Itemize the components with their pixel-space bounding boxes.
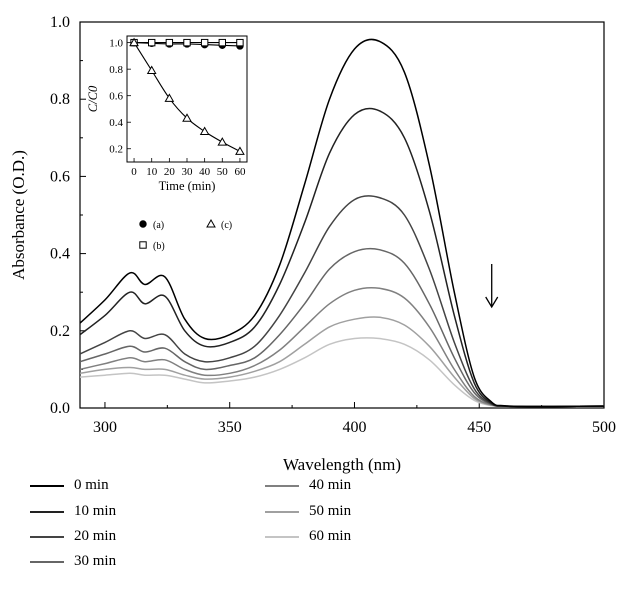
inset-legend-label: (c) — [221, 220, 232, 231]
inset-x-tick-label: 50 — [217, 166, 229, 178]
legend-label: 50 min — [309, 503, 352, 519]
legend-swatch — [30, 510, 64, 513]
legend-swatch — [30, 535, 64, 538]
legend-swatch — [265, 535, 299, 538]
legend-swatch — [30, 560, 64, 563]
inset-y-tick-label: 0.6 — [109, 91, 123, 103]
legend-item: 60 min — [265, 528, 351, 545]
x-tick-label: 450 — [467, 419, 491, 436]
inset-point-b — [218, 38, 226, 47]
inset-point-b — [183, 38, 191, 47]
legend-item: 10 min — [30, 503, 116, 520]
legend-label: 40 min — [309, 477, 352, 493]
inset-point-b — [148, 38, 156, 47]
inset-point-c — [164, 93, 175, 102]
legend-item: 30 min — [30, 553, 116, 570]
legend-item: 40 min — [265, 477, 351, 494]
inset-point-c — [129, 37, 139, 47]
x-axis-label: Wavelength (nm) — [283, 455, 401, 474]
inset-legend-marker-a — [139, 220, 147, 228]
x-tick-label: 350 — [218, 419, 242, 436]
inset-y-tick-label: 1.0 — [109, 38, 123, 50]
x-tick-label: 400 — [342, 419, 366, 436]
inset-y-tick-label: 0.4 — [109, 117, 123, 129]
inset-x-tick-label: 30 — [182, 166, 194, 178]
y-tick-label: 0.6 — [50, 168, 70, 185]
inset-x-axis-label: Time (min) — [159, 179, 216, 193]
inset-y-tick-label: 0.2 — [109, 144, 123, 156]
legend-item: 50 min — [265, 503, 351, 520]
series-line-40-min — [80, 286, 604, 408]
x-tick-label: 300 — [93, 419, 117, 436]
legend-swatch — [30, 484, 64, 487]
inset-x-tick-label: 20 — [164, 166, 176, 178]
inset-x-tick-label: 0 — [131, 166, 137, 178]
inset-point-c — [199, 126, 210, 135]
series-line-30-min — [80, 247, 604, 408]
legend-label: 0 min — [74, 477, 109, 493]
legend-item: 20 min — [30, 528, 116, 545]
inset-frame — [126, 35, 248, 163]
inset-point-c — [235, 146, 245, 155]
x-tick-label: 500 — [592, 419, 616, 436]
inset-y-axis-label: C/C0 — [86, 85, 100, 112]
y-axis-label: Absorbance (O.D.) — [9, 150, 28, 280]
legend-label: 10 min — [74, 503, 117, 519]
y-tick-label: 0.8 — [50, 91, 70, 108]
inset-point-c — [182, 113, 192, 122]
inset-point-b — [236, 38, 244, 47]
inset-y-tick-label: 0.8 — [109, 64, 123, 76]
legend-label: 20 min — [74, 528, 117, 544]
inset-point-c — [146, 65, 157, 74]
legend-item: 0 min — [30, 477, 109, 494]
legend-swatch — [265, 510, 299, 513]
legend-swatch — [265, 484, 299, 487]
inset-x-tick-label: 40 — [199, 166, 211, 178]
y-tick-label: 0.2 — [50, 323, 70, 340]
y-tick-label: 0.4 — [50, 246, 70, 263]
inset-legend-label: (a) — [153, 220, 164, 231]
inset-point-c — [217, 137, 228, 146]
y-tick-label: 1.0 — [50, 14, 70, 31]
inset-x-tick-label: 10 — [146, 166, 158, 178]
inset-legend-label: (b) — [153, 241, 165, 252]
series-line-0-min — [80, 38, 604, 408]
series-line-50-min — [80, 316, 604, 408]
legend-label: 30 min — [74, 553, 117, 569]
legend-label: 60 min — [309, 528, 352, 544]
inset-point-b — [165, 38, 174, 47]
inset-x-tick-label: 60 — [234, 166, 246, 178]
inset-point-b — [200, 38, 209, 47]
decrease-arrow-head — [485, 296, 499, 309]
inset-legend-marker-c — [206, 218, 216, 228]
inset-legend-marker-b — [139, 241, 147, 249]
y-tick-label: 0.0 — [50, 400, 70, 417]
